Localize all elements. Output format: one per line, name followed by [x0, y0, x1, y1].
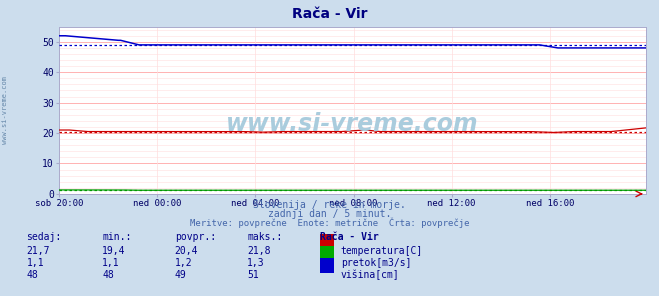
Text: 48: 48 [26, 270, 38, 280]
Text: 49: 49 [175, 270, 186, 280]
Text: Meritve: povprečne  Enote: metrične  Črta: povprečje: Meritve: povprečne Enote: metrične Črta:… [190, 218, 469, 228]
Text: 51: 51 [247, 270, 259, 280]
Text: www.si-vreme.com: www.si-vreme.com [1, 75, 8, 144]
Text: pretok[m3/s]: pretok[m3/s] [341, 258, 411, 268]
Text: temperatura[C]: temperatura[C] [341, 246, 423, 256]
Text: Rača - Vir: Rača - Vir [320, 232, 378, 242]
Text: min.:: min.: [102, 232, 132, 242]
Text: 21,8: 21,8 [247, 246, 271, 256]
Text: povpr.:: povpr.: [175, 232, 215, 242]
Text: 20,4: 20,4 [175, 246, 198, 256]
Text: 1,1: 1,1 [102, 258, 120, 268]
Text: 48: 48 [102, 270, 114, 280]
Text: www.si-vreme.com: www.si-vreme.com [226, 112, 479, 136]
Text: sedaj:: sedaj: [26, 232, 61, 242]
Text: Rača - Vir: Rača - Vir [292, 7, 367, 21]
Text: Slovenija / reke in morje.: Slovenija / reke in morje. [253, 200, 406, 210]
Text: maks.:: maks.: [247, 232, 282, 242]
Text: 1,2: 1,2 [175, 258, 192, 268]
Text: 1,3: 1,3 [247, 258, 265, 268]
Text: 19,4: 19,4 [102, 246, 126, 256]
Text: zadnji dan / 5 minut.: zadnji dan / 5 minut. [268, 209, 391, 219]
Text: 1,1: 1,1 [26, 258, 44, 268]
Text: 21,7: 21,7 [26, 246, 50, 256]
Text: višina[cm]: višina[cm] [341, 270, 399, 280]
